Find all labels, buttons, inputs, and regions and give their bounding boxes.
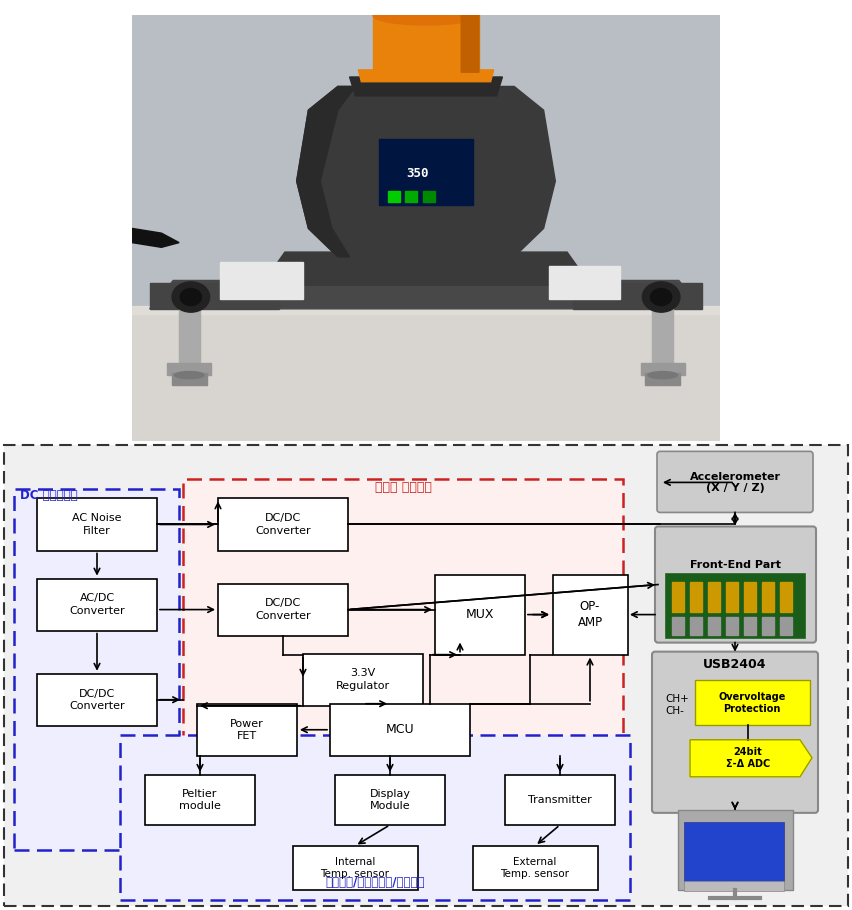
Bar xyxy=(303,653,423,706)
Bar xyxy=(172,373,207,385)
Circle shape xyxy=(642,282,680,312)
Text: 시스템 콘트롤러: 시스템 콘트롤러 xyxy=(375,481,431,494)
FancyBboxPatch shape xyxy=(4,445,848,906)
Bar xyxy=(179,307,199,366)
Circle shape xyxy=(172,282,210,312)
Polygon shape xyxy=(132,228,179,248)
Bar xyxy=(665,572,805,638)
Bar xyxy=(780,581,792,612)
Text: Display
Module: Display Module xyxy=(370,789,411,811)
Bar xyxy=(388,190,400,202)
Text: Overvoltage
Protection: Overvoltage Protection xyxy=(718,692,786,713)
Text: 24bit
Σ-Δ ADC: 24bit Σ-Δ ADC xyxy=(726,747,770,769)
FancyBboxPatch shape xyxy=(655,527,816,642)
Polygon shape xyxy=(690,740,812,777)
Bar xyxy=(552,574,628,654)
Polygon shape xyxy=(296,86,355,257)
Polygon shape xyxy=(262,252,590,285)
Text: External
Temp. sensor: External Temp. sensor xyxy=(500,856,569,879)
Bar xyxy=(645,373,680,385)
Bar xyxy=(330,703,470,756)
Polygon shape xyxy=(461,11,479,72)
Bar xyxy=(218,499,348,551)
Bar xyxy=(653,307,673,366)
Bar xyxy=(550,267,620,299)
Text: Peltier
module: Peltier module xyxy=(179,789,221,811)
Bar xyxy=(145,774,255,824)
Bar xyxy=(218,583,348,635)
Bar xyxy=(708,617,720,634)
Bar xyxy=(379,138,473,205)
Text: DC 전원공급기: DC 전원공급기 xyxy=(20,490,78,502)
Bar xyxy=(708,581,720,612)
Bar xyxy=(695,680,810,724)
Text: MUX: MUX xyxy=(466,608,494,622)
Text: DC/DC
Converter: DC/DC Converter xyxy=(256,513,311,536)
FancyBboxPatch shape xyxy=(652,652,818,813)
Bar xyxy=(672,617,684,634)
Text: Power
FET: Power FET xyxy=(230,719,264,741)
Bar xyxy=(37,579,157,631)
Bar xyxy=(167,363,211,375)
Polygon shape xyxy=(573,283,702,308)
Bar xyxy=(37,499,157,551)
Polygon shape xyxy=(296,86,556,257)
Bar xyxy=(423,190,435,202)
Ellipse shape xyxy=(648,371,677,379)
Bar xyxy=(292,846,417,890)
Text: Internal
Temp. sensor: Internal Temp. sensor xyxy=(320,856,389,879)
Bar xyxy=(744,581,756,612)
Bar xyxy=(762,617,774,634)
Bar xyxy=(744,617,756,634)
Text: OP-
AMP: OP- AMP xyxy=(578,600,602,629)
Bar xyxy=(406,190,417,202)
Text: 350: 350 xyxy=(406,167,429,180)
Text: 3.3V
Regulator: 3.3V Regulator xyxy=(336,669,390,691)
Bar xyxy=(505,774,615,824)
Bar xyxy=(684,881,784,891)
Bar xyxy=(435,574,525,654)
Bar xyxy=(684,822,784,882)
Text: 열전소자/디스플레이/온도센서: 열전소자/디스플레이/온도센서 xyxy=(325,876,425,889)
Bar xyxy=(690,617,702,634)
Bar xyxy=(183,480,623,810)
Text: CH+
CH-: CH+ CH- xyxy=(665,694,688,715)
Bar xyxy=(762,581,774,612)
Bar xyxy=(678,810,793,890)
FancyBboxPatch shape xyxy=(657,451,813,512)
Text: DC/DC
Converter: DC/DC Converter xyxy=(256,599,311,621)
Circle shape xyxy=(181,288,201,306)
Ellipse shape xyxy=(373,6,479,25)
Bar xyxy=(641,363,685,375)
Bar xyxy=(672,581,684,612)
Text: Transmitter: Transmitter xyxy=(528,794,592,804)
Polygon shape xyxy=(150,283,279,308)
Circle shape xyxy=(651,288,671,306)
Bar xyxy=(14,490,179,850)
Polygon shape xyxy=(349,77,503,96)
Polygon shape xyxy=(132,308,720,441)
Text: MCU: MCU xyxy=(386,723,414,736)
Bar xyxy=(473,846,597,890)
Bar xyxy=(335,774,445,824)
Bar xyxy=(780,617,792,634)
Bar xyxy=(37,673,157,726)
Polygon shape xyxy=(150,280,702,308)
Bar xyxy=(690,581,702,612)
Bar xyxy=(132,307,720,314)
Ellipse shape xyxy=(175,371,204,379)
Polygon shape xyxy=(359,70,493,82)
Text: Accelerometer
(X / Y / Z): Accelerometer (X / Y / Z) xyxy=(689,471,780,493)
Bar xyxy=(373,0,479,72)
Text: AC/DC
Converter: AC/DC Converter xyxy=(69,593,124,616)
Text: Front-End Part: Front-End Part xyxy=(689,560,780,570)
Bar xyxy=(197,703,297,756)
Bar xyxy=(220,261,302,299)
Bar xyxy=(120,734,630,900)
Text: AC Noise
Filter: AC Noise Filter xyxy=(72,513,122,536)
Text: USB2404: USB2404 xyxy=(703,658,767,672)
Bar xyxy=(726,581,738,612)
Bar xyxy=(726,617,738,634)
Text: DC/DC
Converter: DC/DC Converter xyxy=(69,689,124,711)
